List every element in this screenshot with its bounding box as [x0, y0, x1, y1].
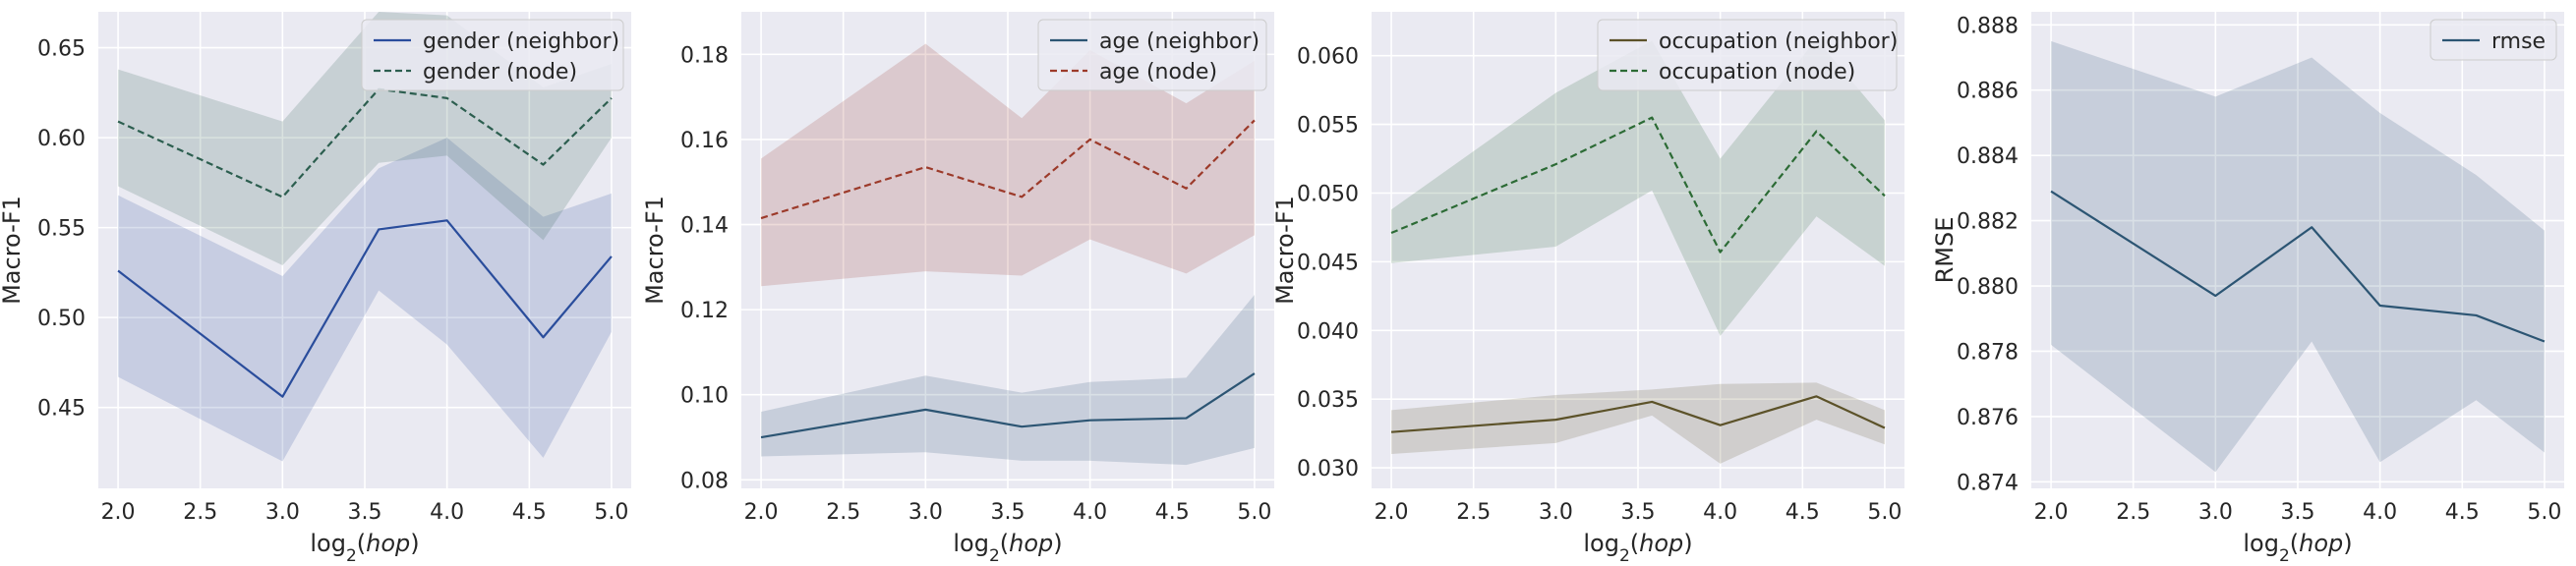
x-tick-label: 5.0	[1867, 500, 1902, 525]
legend: rmse	[2430, 19, 2557, 61]
confidence-band-series-2	[1391, 38, 1885, 336]
x-tick-label: 4.5	[2445, 500, 2480, 525]
x-tick-label: 4.5	[512, 500, 547, 525]
y-tick-label: 0.055	[1297, 114, 1359, 139]
y-axis-label: Macro-F1	[641, 196, 669, 305]
legend-label: occupation (neighbor)	[1659, 29, 1898, 54]
legend: occupation (neighbor) occupation (node)	[1597, 19, 1898, 91]
x-tick-label: 4.5	[1786, 500, 1820, 525]
y-tick-label: 0.882	[1957, 210, 2019, 235]
x-tick-label: 5.0	[594, 500, 628, 525]
y-tick-label: 0.60	[37, 127, 86, 151]
x-tick-label: 5.0	[2527, 500, 2561, 525]
x-tick-label: 4.5	[1155, 500, 1190, 525]
y-tick-label: 0.884	[1957, 144, 2019, 169]
x-tick-label: 3.5	[2281, 500, 2315, 525]
x-tick-label: 2.5	[826, 500, 860, 525]
y-tick-label: 0.878	[1957, 340, 2019, 365]
x-tick-label: 2.0	[1375, 500, 1409, 525]
series-line-1	[2050, 190, 2546, 343]
x-axis-label: log2(hop)	[1583, 530, 1692, 566]
y-tick-label: 0.12	[680, 299, 729, 323]
x-tick-label: 2.0	[744, 500, 779, 525]
x-axis-label: log2(hop)	[953, 530, 1062, 566]
series-line-2	[760, 119, 1256, 220]
x-tick-label: 3.0	[265, 500, 300, 525]
y-axis-label: RMSE	[1931, 217, 1959, 284]
chart-panel-1: 2.0 2.5 3.0 3.5 4.0 4.5 5.0 0.45 0.50 0.55 0.60 0.6…	[0, 12, 631, 566]
chart-panel-2: 2.0 2.5 3.0 3.5 4.0 4.5 5.0 0.08 0.10 0.12 0.14 0.1…	[641, 12, 1274, 566]
legend-label: gender (neighbor)	[423, 29, 619, 54]
chart-panel-4: 2.0 2.5 3.0 3.5 4.0 4.5 5.0 0.874 0.876 0.878 0.88…	[1931, 12, 2564, 566]
chart-panel-3: 2.0 2.5 3.0 3.5 4.0 4.5 5.0 0.030 0.035 0.040 0.04…	[1271, 12, 1904, 566]
legend-box	[361, 19, 624, 91]
y-tick-label: 0.045	[1297, 251, 1359, 275]
y-axis-label: Macro-F1	[1271, 196, 1299, 305]
x-tick-label: 3.5	[991, 500, 1025, 525]
y-tick-label: 0.050	[1297, 182, 1359, 206]
y-tick-label: 0.035	[1297, 388, 1359, 413]
x-tick-label: 2.5	[1456, 500, 1491, 525]
legend-label: occupation (node)	[1659, 60, 1855, 85]
y-tick-label: 0.45	[37, 397, 86, 422]
legend: age (neighbor) age (node)	[1037, 19, 1267, 91]
series-line-2	[117, 87, 613, 198]
x-tick-label: 5.0	[1237, 500, 1271, 525]
x-tick-label: 2.0	[101, 500, 136, 525]
y-tick-label: 0.55	[37, 217, 86, 242]
series-line-1	[760, 372, 1256, 439]
y-tick-label: 0.65	[37, 37, 86, 62]
x-axis-label: log2(hop)	[2243, 530, 2352, 566]
legend-label: age (neighbor)	[1099, 29, 1259, 54]
y-tick-label: 0.886	[1957, 80, 2019, 104]
y-tick-label: 0.874	[1957, 471, 2019, 495]
x-tick-label: 3.0	[908, 500, 943, 525]
y-tick-label: 0.10	[680, 384, 729, 409]
legend-label: gender (node)	[423, 60, 577, 85]
x-tick-label: 3.0	[1539, 500, 1573, 525]
confidence-band-series-1	[2051, 40, 2545, 473]
y-tick-label: 0.060	[1297, 45, 1359, 70]
x-tick-label: 4.0	[2363, 500, 2397, 525]
series-line-1	[117, 219, 613, 398]
series-line-1	[1390, 395, 1886, 433]
x-axis-label: log2(hop)	[310, 530, 419, 566]
legend-box	[1037, 19, 1267, 91]
x-tick-label: 4.0	[1703, 500, 1737, 525]
legend-box	[1597, 19, 1898, 91]
y-tick-label: 0.18	[680, 43, 729, 68]
confidence-band-series-1	[118, 138, 612, 462]
confidence-band-series-2	[761, 43, 1255, 287]
y-tick-label: 0.08	[680, 469, 729, 493]
y-tick-label: 0.880	[1957, 275, 2019, 300]
confidence-band-series-1	[1391, 382, 1885, 464]
confidence-band-series-1	[761, 294, 1255, 466]
x-tick-label: 3.5	[348, 500, 382, 525]
legend-label: rmse	[2491, 29, 2546, 54]
legend-label: age (node)	[1099, 60, 1217, 85]
x-tick-label: 4.0	[430, 500, 464, 525]
y-tick-label: 0.50	[37, 307, 86, 331]
x-tick-label: 2.5	[2116, 500, 2150, 525]
y-axis-label: Macro-F1	[0, 196, 26, 305]
series-line-2	[1390, 116, 1886, 254]
y-tick-label: 0.16	[680, 129, 729, 153]
y-tick-label: 0.030	[1297, 457, 1359, 481]
x-tick-label: 4.0	[1073, 500, 1107, 525]
x-tick-label: 2.0	[2034, 500, 2069, 525]
y-tick-label: 0.876	[1957, 406, 2019, 430]
legend: gender (neighbor) gender (node)	[361, 19, 624, 91]
x-tick-label: 3.0	[2198, 500, 2233, 525]
y-tick-label: 0.040	[1297, 319, 1359, 344]
y-tick-label: 0.14	[680, 214, 729, 239]
y-tick-label: 0.888	[1957, 14, 2019, 38]
x-tick-label: 3.5	[1621, 500, 1656, 525]
legend-box	[2430, 19, 2557, 61]
x-tick-label: 2.5	[183, 500, 217, 525]
